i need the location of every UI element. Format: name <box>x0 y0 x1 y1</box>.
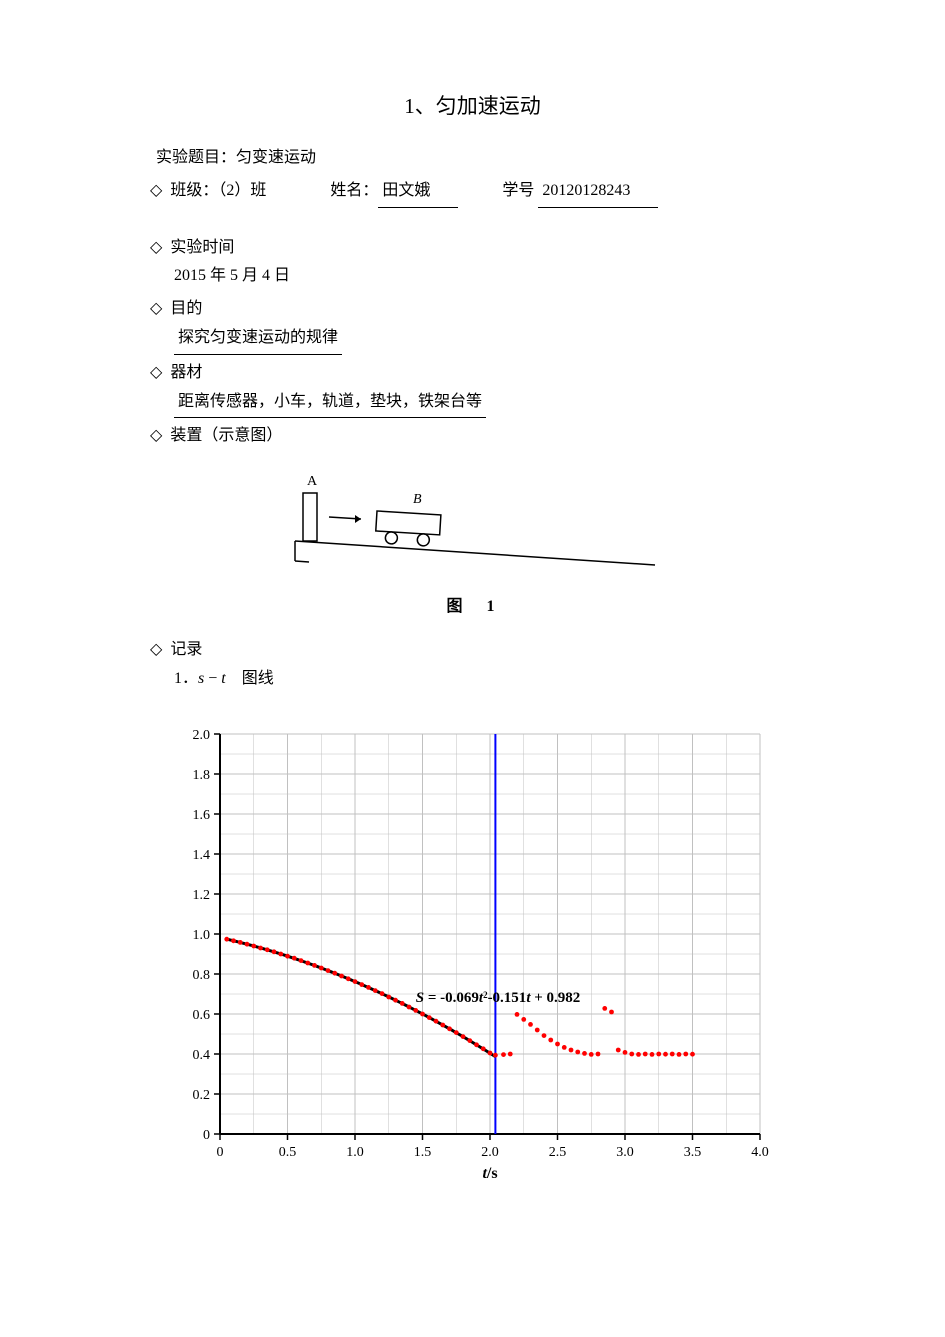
svg-text:3.5: 3.5 <box>684 1145 702 1160</box>
svg-text:0.4: 0.4 <box>193 1048 211 1063</box>
class-label: 班级： <box>170 182 218 199</box>
svg-text:0.2: 0.2 <box>193 1088 211 1103</box>
record-label: ◇ 记录 <box>150 636 795 665</box>
equipment-value: 距离传感器，小车，轨道，垫块，铁架台等 <box>174 388 795 419</box>
time-value: 2015 年 5 月 4 日 <box>174 262 795 291</box>
diamond-icon: ◇ <box>150 300 162 317</box>
setup-diagram: A B 图 1 <box>150 461 795 616</box>
svg-text:0.8: 0.8 <box>193 968 211 983</box>
svg-text:0.5: 0.5 <box>279 1145 297 1160</box>
diagram-label-a: A <box>307 474 318 489</box>
diagram-label-b: B <box>413 492 422 507</box>
st-chart: 0 0.2 0.4 0.6 0.8 1.0 1.2 1.4 1.6 1.8 2.0 0 0.5 1.0 1.… <box>160 714 795 1184</box>
svg-text:1.0: 1.0 <box>346 1145 364 1160</box>
diamond-icon: ◇ <box>150 641 162 658</box>
id-label: 学号 <box>502 182 534 199</box>
svg-text:3.0: 3.0 <box>616 1145 634 1160</box>
diamond-icon: ◇ <box>150 427 162 444</box>
svg-text:2.5: 2.5 <box>549 1145 567 1160</box>
svg-text:S = -0.069t2-0.151t + 0.982: S = -0.069t2-0.151t + 0.982 <box>416 990 581 1006</box>
time-label: ◇ 实验时间 <box>150 234 795 263</box>
diamond-icon: ◇ <box>150 239 162 256</box>
equipment-label: ◇ 器材 <box>150 359 795 388</box>
diamond-icon: ◇ <box>150 364 162 381</box>
name-value: 田文娥 <box>378 177 458 208</box>
record-item: 1．s − t 图线 <box>174 665 795 694</box>
svg-text:0.6: 0.6 <box>193 1008 211 1023</box>
page-title: 1、匀加速运动 <box>150 90 795 120</box>
svg-text:1.2: 1.2 <box>193 888 211 903</box>
svg-text:2.0: 2.0 <box>193 728 211 743</box>
diamond-icon: ◇ <box>150 182 162 199</box>
topic-value: 匀变速运动 <box>236 149 316 166</box>
svg-text:1.0: 1.0 <box>193 928 211 943</box>
svg-text:0: 0 <box>203 1128 210 1143</box>
svg-text:4.0: 4.0 <box>751 1145 769 1160</box>
class-value: （2）班 <box>218 182 266 199</box>
svg-text:1.6: 1.6 <box>193 808 211 823</box>
svg-text:1.8: 1.8 <box>193 768 211 783</box>
purpose-value: 探究匀变速运动的规律 <box>174 324 795 355</box>
svg-text:0: 0 <box>217 1145 224 1160</box>
purpose-label: ◇ 目的 <box>150 295 795 324</box>
info-row: ◇ 班级：（2）班 姓名：田文娥 学号 20120128243 <box>150 177 795 208</box>
name-label: 姓名： <box>330 182 378 199</box>
id-value: 20120128243 <box>538 177 658 208</box>
topic-label: 实验题目： <box>156 149 236 166</box>
setup-label: ◇ 装置（示意图） <box>150 422 795 451</box>
svg-text:2.0: 2.0 <box>481 1145 499 1160</box>
svg-text:1.5: 1.5 <box>414 1145 432 1160</box>
figure-caption: 图 1 <box>150 592 795 616</box>
svg-text:t/s: t/s <box>482 1165 497 1182</box>
topic-line: 实验题目：匀变速运动 <box>156 144 795 173</box>
svg-text:1.4: 1.4 <box>193 848 211 863</box>
